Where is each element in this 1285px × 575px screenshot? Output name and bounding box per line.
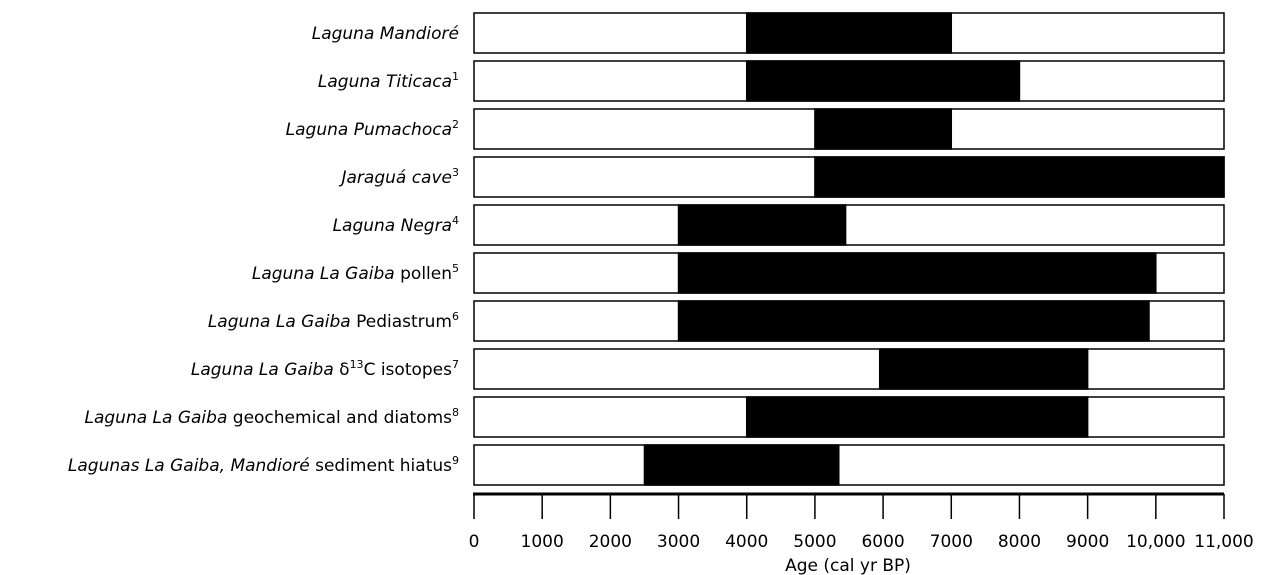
x-tick-label: 5000 <box>793 532 836 552</box>
x-tick-label: 6000 <box>861 532 904 552</box>
record-footnote-sup: 6 <box>452 310 459 323</box>
record-label-part: Laguna La Gaiba <box>252 264 395 284</box>
record-label: Laguna Mandioré <box>312 24 459 44</box>
record-label-part: Laguna La Gaiba <box>191 360 334 380</box>
record-footnote-sup: 8 <box>452 406 459 419</box>
record-row: Jaraguá cave3 <box>338 156 1225 198</box>
record-label-part: C isotopes <box>364 360 453 380</box>
record-label-part: Jaraguá cave <box>338 168 452 188</box>
range-bar <box>814 108 953 150</box>
record-label-part: Laguna La Gaiba <box>85 408 228 428</box>
record-footnote-sup: 7 <box>452 358 459 371</box>
record-label: Laguna Titicaca1 <box>318 70 459 92</box>
record-row: Laguna Mandioré <box>312 12 1225 54</box>
record-frame <box>473 348 1225 390</box>
record-label: Laguna La Gaiba Pediastrum6 <box>208 310 459 332</box>
record-label: Laguna Pumachoca2 <box>286 118 459 140</box>
record-footnote-sup: 9 <box>452 454 459 467</box>
record-label: Laguna La Gaiba geochemical and diatoms8 <box>85 406 460 428</box>
x-tick-label: 4000 <box>725 532 768 552</box>
chart-rows: Laguna Mandioré Laguna Titicaca1 Laguna Pu… <box>68 12 1225 486</box>
record-row: Laguna Negra4 <box>333 204 1225 246</box>
range-bar <box>814 156 1225 198</box>
record-label-part: Laguna La Gaiba <box>208 312 351 332</box>
range-bar <box>745 396 1089 438</box>
range-bar <box>643 444 840 486</box>
x-axis: 0 1000 2000 3000 4000 5000 6000 7000 8000 9000 10,… <box>469 492 1254 575</box>
range-bar <box>878 348 1089 390</box>
x-tick-label: 9000 <box>1066 532 1109 552</box>
x-axis-ticks: 0 1000 2000 3000 4000 5000 6000 7000 8000 9000 10,… <box>469 494 1254 552</box>
record-label-part: Lagunas La Gaiba, Mandioré <box>68 456 310 476</box>
x-tick-label: 0 <box>469 532 480 552</box>
record-label-part: δ <box>334 360 350 380</box>
x-tick-label: 8000 <box>998 532 1041 552</box>
record-label: Laguna La Gaiba δ13C isotopes7 <box>191 358 459 380</box>
record-footnote-sup: 3 <box>452 166 459 179</box>
x-tick-label: 1000 <box>521 532 564 552</box>
x-axis-title: Age (cal yr BP) <box>785 556 911 575</box>
record-label: Laguna La Gaiba pollen5 <box>252 262 459 284</box>
record-row: Laguna Pumachoca2 <box>286 108 1225 150</box>
record-row: Laguna Titicaca1 <box>318 60 1225 102</box>
record-label-part: Laguna Negra <box>333 216 452 236</box>
record-row: Laguna La Gaiba pollen5 <box>252 252 1225 294</box>
x-tick-label: 2000 <box>589 532 632 552</box>
range-bar <box>677 300 1150 342</box>
x-tick-label: 10,000 <box>1126 532 1185 552</box>
record-label-part: sediment hiatus <box>310 456 452 476</box>
record-footnote-sup: 1 <box>452 70 459 83</box>
record-frame <box>473 444 1225 486</box>
record-row: Laguna La Gaiba δ13C isotopes7 <box>191 348 1225 390</box>
record-label: Lagunas La Gaiba, Mandioré sediment hiat… <box>68 454 459 476</box>
range-bar <box>677 252 1157 294</box>
record-row: Lagunas La Gaiba, Mandioré sediment hiat… <box>68 444 1225 486</box>
record-footnote-sup: 4 <box>452 214 459 227</box>
record-label-part: Laguna Pumachoca <box>286 120 452 140</box>
range-bar <box>745 12 953 54</box>
record-label-part: Laguna Mandioré <box>312 24 459 44</box>
x-tick-label: 11,000 <box>1194 532 1253 552</box>
record-label: Jaraguá cave3 <box>338 166 459 188</box>
record-label-part: geochemical and diatoms <box>227 408 452 428</box>
record-footnote-sup: 2 <box>452 118 459 131</box>
record-label-part: pollen <box>395 264 452 284</box>
x-tick-label: 7000 <box>930 532 973 552</box>
record-frame <box>473 204 1225 246</box>
x-tick-label: 3000 <box>657 532 700 552</box>
record-label-part: 13 <box>350 358 364 371</box>
record-row: Laguna La Gaiba Pediastrum6 <box>208 300 1225 342</box>
record-label-part: Pediastrum <box>351 312 452 332</box>
range-bar <box>745 60 1021 102</box>
record-label-part: Laguna Titicaca <box>318 72 452 92</box>
record-label: Laguna Negra4 <box>333 214 459 236</box>
range-bar <box>677 204 847 246</box>
record-row: Laguna La Gaiba geochemical and diatoms8 <box>85 396 1225 438</box>
record-footnote-sup: 5 <box>452 262 459 275</box>
